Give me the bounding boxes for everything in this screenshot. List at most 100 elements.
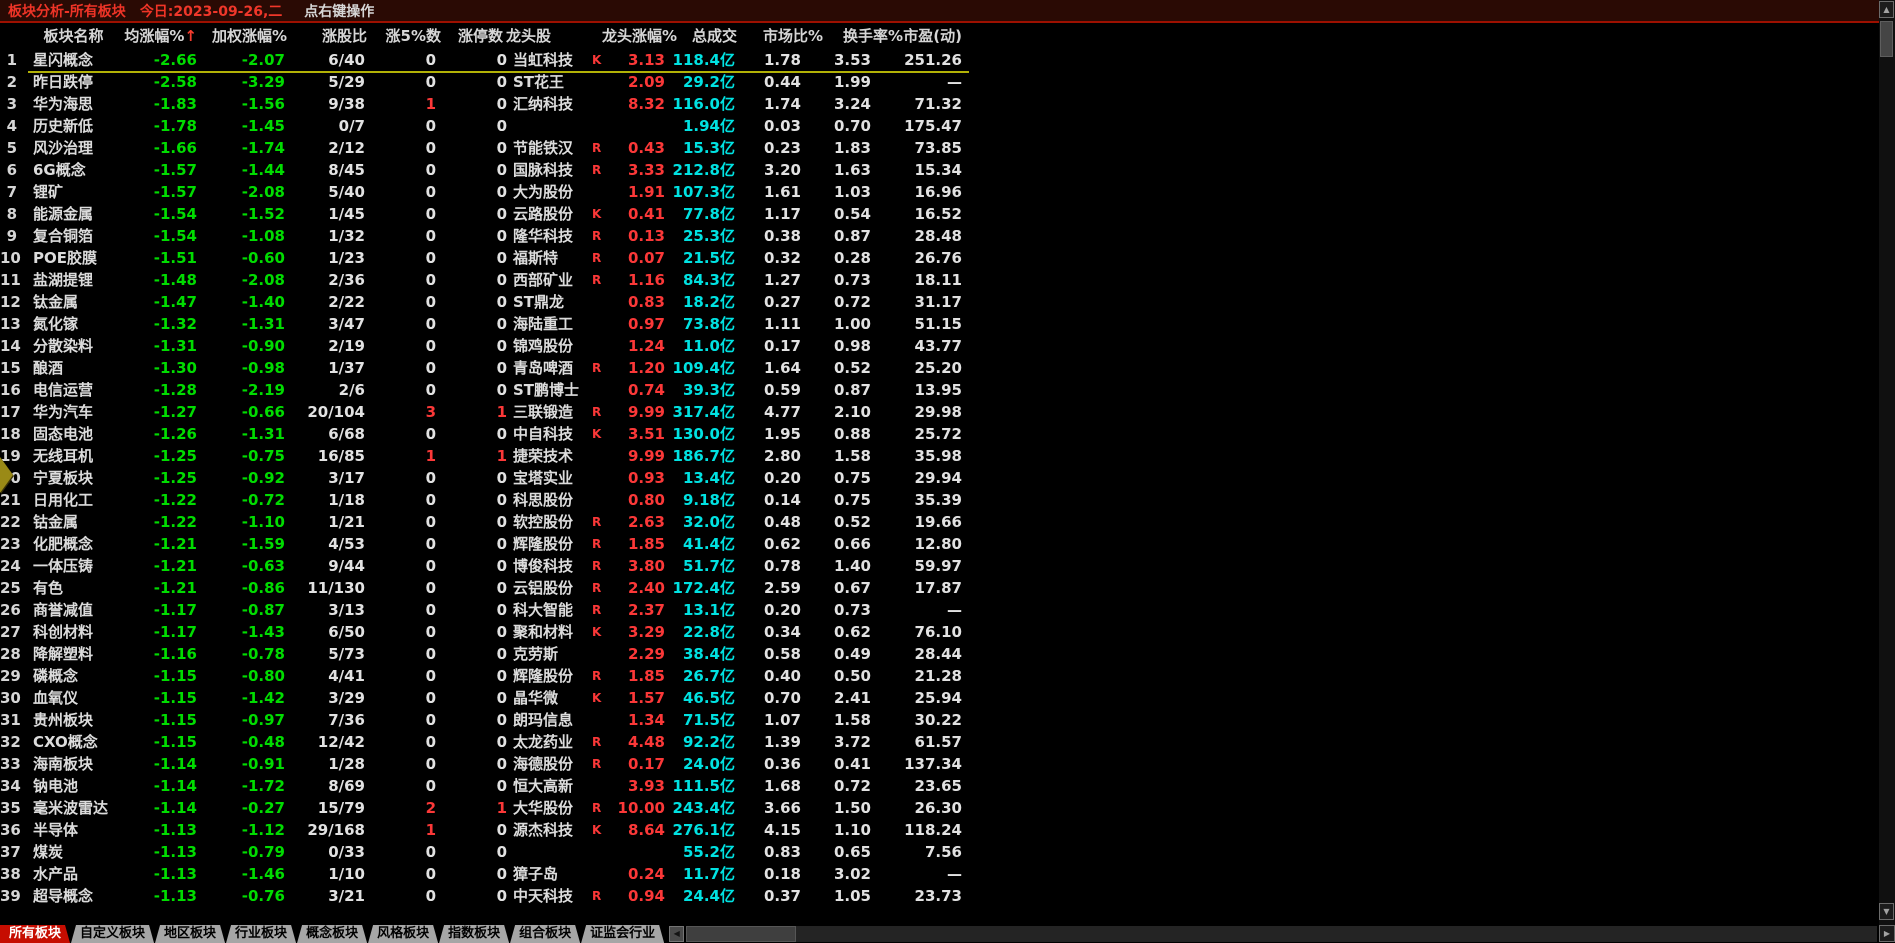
cell-market-share: 0.44 <box>763 73 801 91</box>
col-header-pe-ratio[interactable]: 市盈(动) <box>862 25 962 47</box>
tab-board-9[interactable]: 证监会行业 <box>581 925 664 943</box>
cell-row-number: 14 <box>0 337 21 355</box>
table-row[interactable]: 32 CXO概念 -1.15 -0.48 12/42 0 0 太龙药业 R 4.48 92.2亿 1.… <box>0 731 962 753</box>
table-row[interactable]: 24 一体压铸 -1.21 -0.63 9/44 0 0 博俊科技 R 3.80 51.7亿 0.78… <box>0 555 962 577</box>
cell-row-number: 28 <box>0 645 21 663</box>
table-row[interactable]: 36 半导体 -1.13 -1.12 29/168 1 0 源杰科技 K 8.64 276.1亿 4.… <box>0 819 962 841</box>
table-row[interactable]: 28 降解塑料 -1.16 -0.78 5/73 0 0 克劳斯 2.29 38.4亿 0.58 0.… <box>0 643 962 665</box>
table-row[interactable]: 13 氮化镓 -1.32 -1.31 3/47 0 0 海陆重工 0.97 73.8亿 1.11 1.… <box>0 313 962 335</box>
cell-pe-ratio: 29.94 <box>914 469 962 487</box>
table-row[interactable]: 11 盐湖提锂 -1.48 -2.08 2/36 0 0 西部矿业 R 1.16 84.3亿 1.27… <box>0 269 962 291</box>
col-header-up-ratio[interactable]: 涨股比 <box>287 25 367 47</box>
cell-board-marker <box>588 863 610 885</box>
table-row[interactable]: 8 能源金属 -1.54 -1.52 1/45 0 0 云路股份 K 0.41 77.8亿 1.17 0… <box>0 203 962 225</box>
cell-leader-stock: 锦鸡股份 <box>513 337 574 355</box>
scroll-down-icon[interactable]: ▼ <box>1879 903 1894 920</box>
table-row[interactable]: 29 磷概念 -1.15 -0.80 4/41 0 0 辉隆股份 R 1.85 26.7亿 0.40 0… <box>0 665 962 687</box>
col-header-avg-gain[interactable]: 均涨幅%↑ <box>97 25 197 47</box>
table-row[interactable]: 16 电信运营 -1.28 -2.19 2/6 0 0 ST鹏博士 0.74 39.3亿 0.59 0… <box>0 379 962 401</box>
table-row[interactable]: 30 血氧仪 -1.15 -1.42 3/29 0 0 晶华微 K 1.57 46.5亿 0.70 2.… <box>0 687 962 709</box>
cell-sector-name: 海南板块 <box>33 755 94 773</box>
col-header-turnover-rate[interactable]: 换手率% <box>803 25 903 47</box>
cell-avg-gain: -1.13 <box>153 887 197 905</box>
table-row[interactable]: 19 无线耳机 -1.25 -0.75 16/85 1 1 捷荣技术 9.99 186.7亿 2.8… <box>0 445 962 467</box>
vertical-scrollbar[interactable]: ▲ ▼ <box>1879 0 1895 943</box>
col-header-label: 换手率% <box>842 27 903 45</box>
cell-leader-stock: 太龙药业 <box>513 733 574 751</box>
table-row[interactable]: 27 科创材料 -1.17 -1.43 6/50 0 0 聚和材料 K 3.29 22.8亿 0.34… <box>0 621 962 643</box>
table-row[interactable]: 7 锂矿 -1.57 -2.08 5/40 0 0 大为股份 1.91 107.3亿 1.61 1.0… <box>0 181 962 203</box>
table-row[interactable]: 18 固态电池 -1.26 -1.31 6/68 0 0 中自科技 K 3.51 130.0亿 1.9… <box>0 423 962 445</box>
cell-market-share: 1.78 <box>763 51 801 69</box>
table-row[interactable]: 10 POE胶膜 -1.51 -0.60 1/23 0 0 福斯特 R 0.07 21.5亿 0.32… <box>0 247 962 269</box>
table-row[interactable]: 20 宁夏板块 -1.25 -0.92 3/17 0 0 宝塔实业 0.93 13.4亿 0.20 0… <box>0 467 962 489</box>
table-row[interactable]: 4 历史新低 -1.78 -1.45 0/7 0 0 1.94亿 0.03 0.70 175.47 <box>0 115 962 137</box>
cell-up5pct-count: 0 <box>425 513 436 531</box>
table-row[interactable]: 39 超导概念 -1.13 -0.76 3/21 0 0 中天科技 R 0.94 24.4亿 0.37… <box>0 885 962 907</box>
table-row[interactable]: 2 昨日跌停 -2.58 -3.29 5/29 0 0 ST花王 2.09 29.2亿 0.44 1.… <box>0 71 962 93</box>
tab-board-2[interactable]: 自定义板块 <box>71 925 154 943</box>
table-row[interactable]: 31 贵州板块 -1.15 -0.97 7/36 0 0 朗玛信息 1.34 71.5亿 1.07 1… <box>0 709 962 731</box>
col-header-leader-gain[interactable]: 龙头涨幅% <box>577 25 677 47</box>
tab-board-8[interactable]: 组合板块 <box>510 925 580 943</box>
col-header-total-turnover[interactable]: 总成交 <box>657 25 737 47</box>
cell-weighted-gain: -0.72 <box>241 491 285 509</box>
vertical-scroll-thumb[interactable] <box>1880 21 1893 57</box>
table-row[interactable]: 14 分散染料 -1.31 -0.90 2/19 0 0 锦鸡股份 1.24 11.0亿 0.17 0… <box>0 335 962 357</box>
table-row[interactable]: 5 风沙治理 -1.66 -1.74 2/12 0 0 节能铁汉 R 0.43 15.3亿 0.23 1… <box>0 137 962 159</box>
col-header-name[interactable]: 板块名称 <box>22 25 125 47</box>
table-row[interactable]: 3 华为海思 -1.83 -1.56 9/38 1 0 汇纳科技 8.32 116.0亿 1.74 3… <box>0 93 962 115</box>
tab-board-6[interactable]: 风格板块 <box>368 925 438 943</box>
cell-leader-gain: 8.32 <box>627 95 665 113</box>
col-header-limit-up-count[interactable]: 涨停数 <box>423 25 503 47</box>
table-row[interactable]: 12 钛金属 -1.47 -1.40 2/22 0 0 ST鼎龙 0.83 18.2亿 0.27 0.… <box>0 291 962 313</box>
table-row[interactable]: 17 华为汽车 -1.27 -0.66 20/104 3 1 三联锻造 R 9.99 317.4亿 4… <box>0 401 962 423</box>
col-header-up5pct-count[interactable]: 涨5%数 <box>361 25 441 47</box>
table-row[interactable]: 35 毫米波雷达 -1.14 -0.27 15/79 2 1 大华股份 R 10.00 243.4亿… <box>0 797 962 819</box>
tab-board-5[interactable]: 概念板块 <box>297 925 367 943</box>
tab-scroll-left-icon[interactable]: ◀ <box>669 926 685 942</box>
title-bar: 板块分析-所有板块 今日: 2023-09-26,二 点右键操作 <box>0 0 1879 21</box>
cell-market-share: 1.74 <box>763 95 801 113</box>
table-row[interactable]: 9 复合铜箔 -1.54 -1.08 1/32 0 0 隆华科技 R 0.13 25.3亿 0.38 0… <box>0 225 962 247</box>
cell-limit-up-count: 0 <box>496 139 507 157</box>
tab-board-3[interactable]: 地区板块 <box>155 925 225 943</box>
tab-board-4[interactable]: 行业板块 <box>226 925 296 943</box>
table-row[interactable]: 15 酿酒 -1.30 -0.98 1/37 0 0 青岛啤酒 R 1.20 109.4亿 1.64 0… <box>0 357 962 379</box>
table-row[interactable]: 38 水产品 -1.13 -1.46 1/10 0 0 獐子岛 0.24 11.7亿 0.18 3.0… <box>0 863 962 885</box>
table-row[interactable]: 33 海南板块 -1.14 -0.91 1/28 0 0 海德股份 R 0.17 24.0亿 0.36… <box>0 753 962 775</box>
table-row[interactable]: 6 6G概念 -1.57 -1.44 8/45 0 0 国脉科技 R 3.33 212.8亿 3.20… <box>0 159 962 181</box>
cell-limit-up-count: 0 <box>496 271 507 289</box>
col-header-weighted-gain[interactable]: 加权涨幅% <box>187 25 287 47</box>
table-row[interactable]: 23 化肥概念 -1.21 -1.59 4/53 0 0 辉隆股份 R 1.85 41.4亿 0.62… <box>0 533 962 555</box>
cell-leader-gain: 9.99 <box>627 447 665 465</box>
cell-sector-name: 煤炭 <box>33 843 64 861</box>
cell-board-marker: K <box>592 207 602 221</box>
cell-weighted-gain: -0.78 <box>241 645 285 663</box>
cell-market-share: 1.07 <box>763 711 801 729</box>
table-row[interactable]: 21 日用化工 -1.22 -0.72 1/18 0 0 科思股份 0.80 9.18亿 0.14 0… <box>0 489 962 511</box>
cell-limit-up-count: 0 <box>496 623 507 641</box>
table-row[interactable]: 37 煤炭 -1.13 -0.79 0/33 0 0 55.2亿 0.83 0.65 7.56 <box>0 841 962 863</box>
cell-row-number: 39 <box>0 887 21 905</box>
cell-total-turnover: 18.2亿 <box>682 293 735 311</box>
table-row[interactable]: 25 有色 -1.21 -0.86 11/130 0 0 云铝股份 R 2.40 172.4亿 2.5… <box>0 577 962 599</box>
table-row[interactable]: 22 钴金属 -1.22 -1.10 1/21 0 0 软控股份 R 2.63 32.0亿 0.48 0… <box>0 511 962 533</box>
scroll-up-icon[interactable]: ▲ <box>1879 1 1894 18</box>
table-row[interactable]: 26 商誉减值 -1.17 -0.87 3/13 0 0 科大智能 R 2.37 13.1亿 0.20… <box>0 599 962 621</box>
col-header-leader-stock[interactable]: 龙头股 <box>506 25 586 47</box>
cell-leader-gain: 1.57 <box>627 689 665 707</box>
scroll-right-icon[interactable]: ▶ <box>1879 925 1895 942</box>
cell-sector-name: 钠电池 <box>33 777 79 795</box>
table-row[interactable]: 34 钠电池 -1.14 -1.72 8/69 0 0 恒大高新 3.93 111.5亿 1.68 0… <box>0 775 962 797</box>
horizontal-scroll-thumb[interactable] <box>686 926 797 942</box>
cell-board-marker <box>588 379 610 401</box>
tab-board-1[interactable]: 所有板块 <box>0 925 70 943</box>
cell-leader-gain: 10.00 <box>617 799 665 817</box>
cell-board-marker <box>588 291 610 313</box>
tab-board-7[interactable]: 指数板块 <box>439 925 509 943</box>
cell-up-ratio: 16/85 <box>317 447 365 465</box>
table-row[interactable]: 1 星闪概念 -2.66 -2.07 6/40 0 0 当虹科技 K 3.13 118.4亿 1.78… <box>0 49 962 71</box>
col-header-market-share[interactable]: 市场比% <box>723 25 823 47</box>
horizontal-scrollbar[interactable] <box>686 926 1877 942</box>
